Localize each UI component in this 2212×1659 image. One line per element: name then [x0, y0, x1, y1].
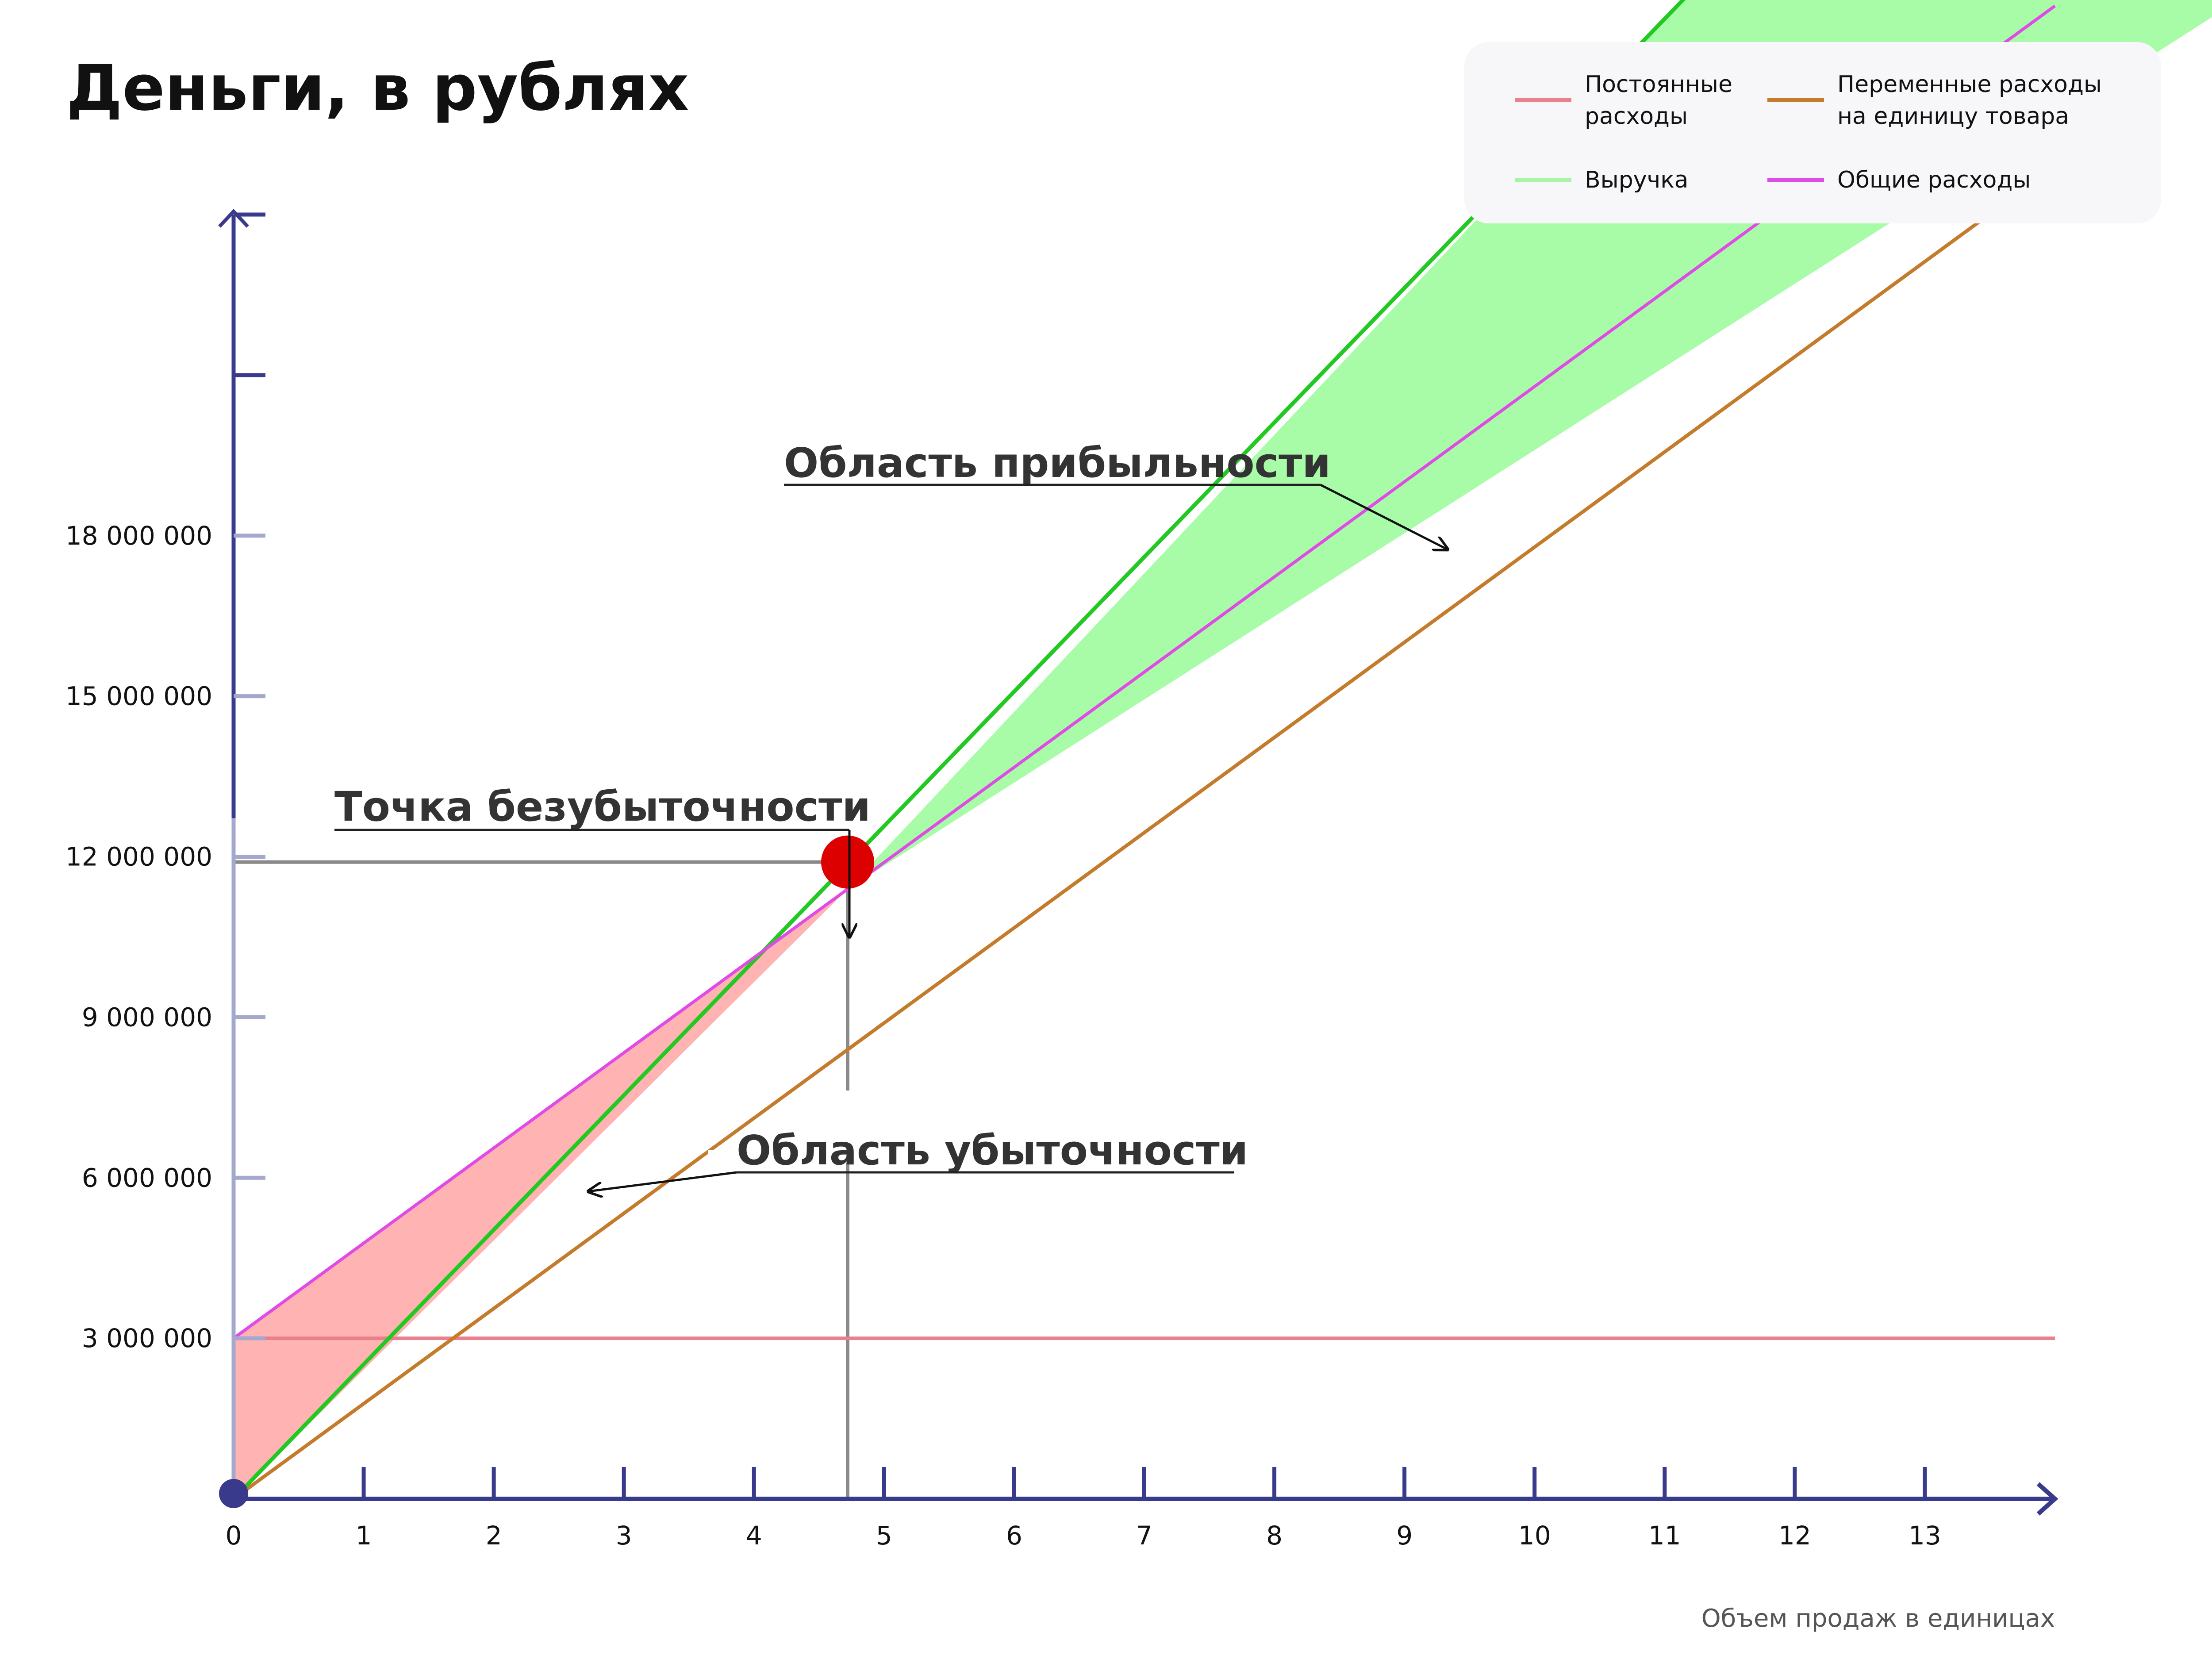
loss-area [234, 889, 848, 1499]
label-knockout-vertical [823, 1091, 863, 1164]
x-tick-label: 0 [226, 1521, 242, 1551]
y-axis-arrowhead [218, 209, 249, 228]
x-tick-label: 3 [616, 1521, 632, 1551]
origin-dot [219, 1479, 248, 1508]
loss-pointer-arrow [588, 1171, 737, 1191]
y-tick-label: 12 000 000 [65, 842, 212, 872]
x-tick-label: 2 [486, 1521, 502, 1551]
y-tick-label: 6 000 000 [82, 1163, 212, 1193]
x-tick-label: 4 [746, 1521, 762, 1551]
annotations: Точка безубыточности Область прибыльности… [334, 439, 1448, 1191]
shaded-areas [234, 0, 2212, 1499]
x-tick-label: 13 [1909, 1521, 1941, 1551]
break-even-point [821, 835, 875, 889]
legend-label-variable-costs-line2: на единицу товара [1837, 103, 2069, 130]
x-tick-label: 7 [1136, 1521, 1152, 1551]
x-tick-label: 9 [1396, 1521, 1413, 1551]
axes [218, 209, 2058, 1516]
x-tick-label: 11 [1648, 1521, 1681, 1551]
x-tick-label: 10 [1518, 1521, 1551, 1551]
legend: Постоянные расходы Переменные расходы на ед… [1464, 42, 2161, 223]
y-tick-label: 15 000 000 [65, 681, 212, 711]
series-lines [232, 0, 2056, 1501]
chart-title: Деньги, в рублях [66, 52, 689, 125]
x-axis-arrowhead [2036, 1482, 2058, 1516]
x-tick-label: 8 [1266, 1521, 1283, 1551]
legend-label-fixed-costs-line2: расходы [1585, 103, 1688, 130]
profit-area-label: Область прибыльности [784, 439, 1331, 487]
x-tick-label: 1 [356, 1521, 372, 1551]
x-tick-label: 5 [876, 1521, 892, 1551]
x-tick-label: 6 [1006, 1521, 1022, 1551]
x-tick-label: 12 [1778, 1521, 1811, 1551]
loss-area-label: Область убыточности [737, 1127, 1248, 1174]
y-tick-label: 3 000 000 [82, 1323, 212, 1353]
break-even-label: Точка безубыточности [334, 783, 871, 830]
legend-label-total-costs: Общие расходы [1837, 167, 2031, 193]
x-axis-label: Объем продаж в единицах [1701, 1604, 2055, 1633]
y-tick-label: 9 000 000 [82, 1002, 212, 1032]
variable-costs-line [232, 165, 2056, 1501]
legend-box [1464, 42, 2161, 223]
revenue-line [232, 0, 1686, 1501]
profit-pointer-arrow [1320, 484, 1448, 549]
y-tick-label: 18 000 000 [65, 521, 212, 551]
total-costs-line [232, 4, 2056, 1340]
break-even-guides [234, 860, 850, 1499]
legend-label-revenue: Выручка [1585, 167, 1689, 193]
legend-label-variable-costs-line1: Переменные расходы [1837, 71, 2102, 98]
legend-label-fixed-costs-line1: Постоянные [1585, 71, 1732, 98]
